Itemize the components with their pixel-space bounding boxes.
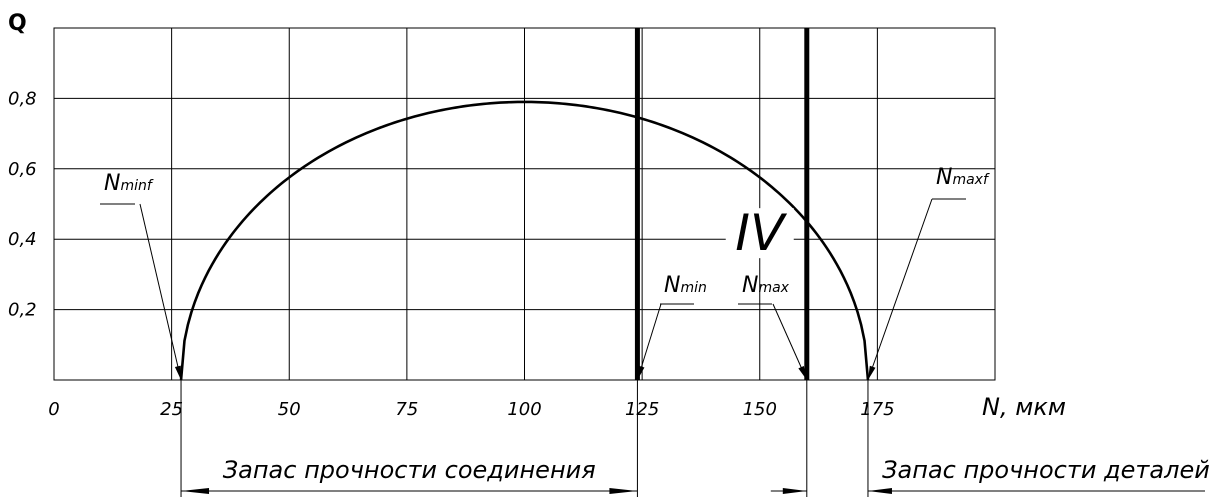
- annotation-arrow: [867, 365, 876, 380]
- annotation-label: Nminf: [104, 171, 154, 196]
- annotation-nmin: Nmin: [636, 273, 707, 381]
- dimension-lines: Запас прочности соединения Запас прочност…: [180, 380, 1210, 497]
- dimension-arrow: [782, 488, 807, 494]
- x-tick-label: 100: [507, 399, 541, 420]
- y-tick-label: 0,6: [8, 159, 37, 180]
- annotation-nminf: Nminf: [100, 171, 182, 381]
- annotation-nmaxf: Nmaxf: [867, 165, 990, 381]
- y-tick-label: 0,4: [8, 229, 37, 250]
- x-tick-label: 175: [860, 399, 894, 420]
- x-tick-label: 50: [278, 399, 301, 420]
- x-tick-label: 75: [395, 399, 418, 420]
- annotation-label: Nmin: [664, 273, 707, 298]
- dimension-arrow: [867, 488, 892, 494]
- y-tick-label: 0,2: [8, 300, 37, 321]
- y-tick-labels: 0,2 0,4 0,6 0,8: [8, 88, 37, 320]
- annotation-nmax: Nmax: [738, 273, 808, 381]
- y-tick-label: 0,8: [8, 88, 37, 109]
- annotation-label: Nmaxf: [936, 165, 990, 190]
- annotation-arrow: [174, 365, 182, 380]
- annotations: Nminf Nmin Nmax Nmaxf: [100, 165, 990, 381]
- annotation-label: Nmax: [742, 273, 790, 298]
- grid: [53, 27, 996, 381]
- dimension-arrow: [609, 488, 638, 494]
- annotation-leader: [867, 198, 933, 381]
- dimension-label-connection: Запас прочности соединения: [223, 456, 596, 484]
- y-axis-label: Q: [8, 11, 27, 36]
- annotation-leader: [139, 203, 182, 381]
- region-label-background: [725, 208, 794, 259]
- dimension-arrow: [181, 488, 210, 494]
- annotation-arrow: [798, 365, 807, 380]
- x-tick-label: 125: [625, 399, 659, 420]
- x-tick-label: 25: [160, 399, 183, 420]
- x-tick-label: 0: [48, 399, 59, 420]
- x-axis-label: N, мкм: [982, 393, 1066, 421]
- dimension-label-parts: Запас прочности деталей: [882, 456, 1210, 484]
- series-curve: [179, 100, 870, 381]
- x-tick-labels: 0 25 50 75 100 125 150 175: [48, 399, 894, 420]
- region-label: IV: [735, 204, 788, 262]
- x-tick-label: 150: [743, 399, 777, 420]
- annotation-arrow: [637, 365, 645, 380]
